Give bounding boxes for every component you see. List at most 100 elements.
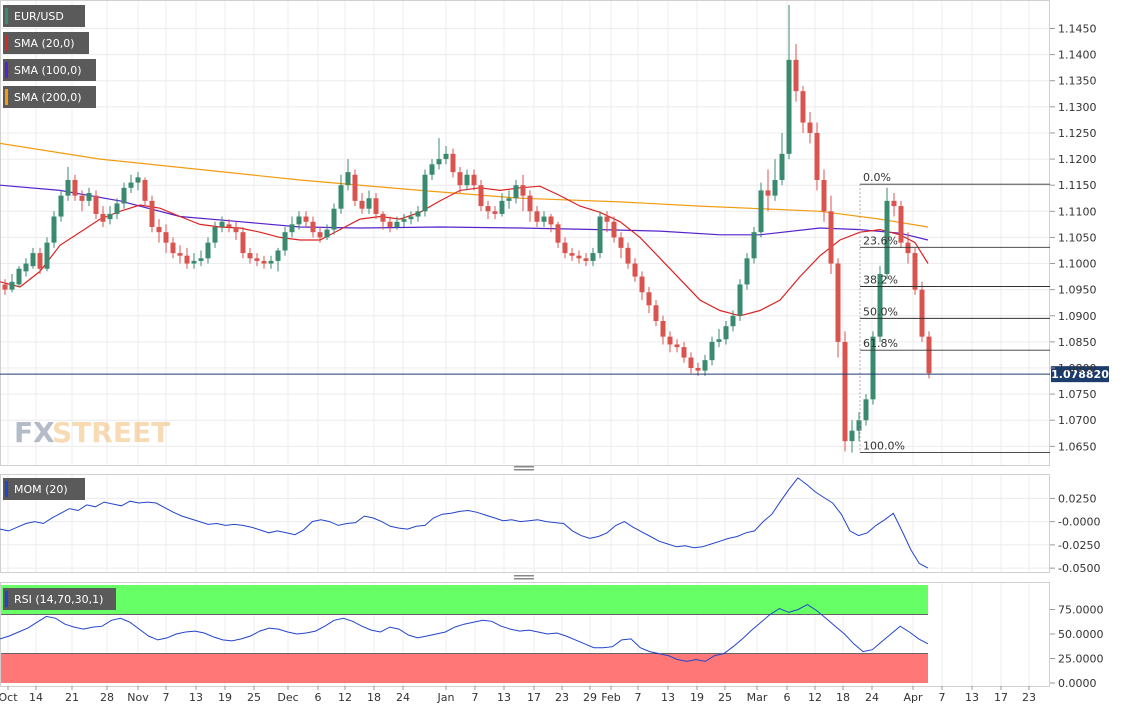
time-tick-label: 21 <box>65 691 79 704</box>
candle <box>303 211 309 227</box>
candle <box>751 226 757 264</box>
rsi-tick-label: 25.0000 <box>1058 653 1104 666</box>
candle <box>338 174 344 214</box>
candle-body <box>737 284 743 316</box>
candle <box>842 331 848 452</box>
candle <box>268 255 274 269</box>
panel-separator-1[interactable] <box>514 466 534 471</box>
candle-body <box>583 258 589 261</box>
price-tick-label: 1.0650 <box>1058 440 1097 453</box>
time-tick-label: 19 <box>690 691 704 704</box>
candle-body <box>891 200 897 207</box>
candle <box>149 195 155 233</box>
candle-body <box>688 357 694 368</box>
candle-body <box>184 255 190 264</box>
candle-body <box>618 237 624 248</box>
candle <box>163 224 169 254</box>
candle <box>800 85 806 133</box>
candle-body <box>142 179 148 201</box>
time-tick-label: 24 <box>396 691 410 704</box>
time-tick-label: 13 <box>965 691 979 704</box>
candle-body <box>233 226 239 233</box>
price-tick-label: 1.1000 <box>1058 258 1097 271</box>
candle-body <box>23 263 29 272</box>
time-tick-label: 23 <box>1022 691 1036 704</box>
candle <box>366 190 372 214</box>
candle <box>51 211 57 248</box>
svg-text:STREET: STREET <box>52 416 170 449</box>
candle <box>226 219 232 233</box>
panel-separator-2[interactable] <box>514 575 534 580</box>
legend-sma100[interactable]: SMA (100,0) <box>3 59 96 81</box>
candle <box>786 5 792 160</box>
candle <box>485 200 491 220</box>
candle-body <box>296 216 302 225</box>
legend-mom[interactable]: MOM (20) <box>3 478 85 500</box>
candle-body <box>450 153 456 173</box>
candle-body <box>387 221 393 227</box>
candle <box>513 179 519 204</box>
candle <box>877 266 883 342</box>
candle-body <box>443 153 449 160</box>
candle-body <box>324 229 330 238</box>
candle-body <box>352 174 358 201</box>
candle-body <box>282 232 288 251</box>
candle <box>198 250 204 267</box>
candle <box>359 193 365 214</box>
candlestick-series <box>2 5 932 453</box>
candle-body <box>51 216 57 243</box>
fibonacci-retracement: 0.0% 23.6% 38.2% 50.0% 61.8% 100.0% <box>859 171 1050 454</box>
candle-body <box>219 221 225 227</box>
candle-body <box>436 159 442 165</box>
candle-body <box>394 221 400 227</box>
mom-tick-label: -0.0500 <box>1058 562 1100 575</box>
candle-body <box>926 336 932 374</box>
legend-eurusd[interactable]: EUR/USD <box>3 5 85 27</box>
candle-body <box>149 200 155 227</box>
candle <box>779 132 785 186</box>
legend-sma200[interactable]: SMA (200,0) <box>3 86 96 108</box>
candle <box>464 169 470 191</box>
candle <box>660 315 666 345</box>
rsi-tick-label: 0.0000 <box>1058 677 1097 690</box>
candle-body <box>79 195 85 201</box>
candle <box>205 237 211 264</box>
rsi-panel-border <box>0 582 1050 687</box>
current-price-badge: 1.078820 <box>1051 366 1109 383</box>
candle-body <box>674 344 680 348</box>
candle <box>394 216 400 230</box>
candle-body <box>422 174 428 212</box>
candle <box>310 216 316 238</box>
candle-body <box>849 430 855 442</box>
candle <box>275 247 281 272</box>
time-tick-label: 12 <box>338 691 352 704</box>
candle <box>520 174 526 212</box>
candle <box>583 253 589 267</box>
candle-body <box>912 253 918 290</box>
legend-rsi[interactable]: RSI (14,70,30,1) <box>3 588 116 610</box>
candle-body <box>807 122 813 133</box>
svg-text:FX: FX <box>14 416 55 449</box>
candle <box>93 190 99 220</box>
legend-sma20[interactable]: SMA (20,0) <box>3 32 89 54</box>
price-tick-label: 1.1350 <box>1058 75 1097 88</box>
candle-body <box>870 336 876 400</box>
candle-body <box>100 213 106 222</box>
candle <box>387 216 393 233</box>
candle-body <box>499 200 505 214</box>
candle <box>436 138 442 170</box>
candle-body <box>415 211 421 217</box>
candle <box>324 224 330 241</box>
candle-body <box>513 185 519 199</box>
candle <box>65 166 71 201</box>
candle-body <box>170 242 176 254</box>
candle-body <box>702 360 708 371</box>
candle-body <box>310 221 316 233</box>
candle-body <box>919 289 925 337</box>
mom-line <box>0 477 929 569</box>
candle-body <box>198 258 204 261</box>
candle <box>611 216 617 243</box>
rsi-tick-label: 75.0000 <box>1058 604 1104 617</box>
price-tick-label: 1.1300 <box>1058 101 1097 114</box>
